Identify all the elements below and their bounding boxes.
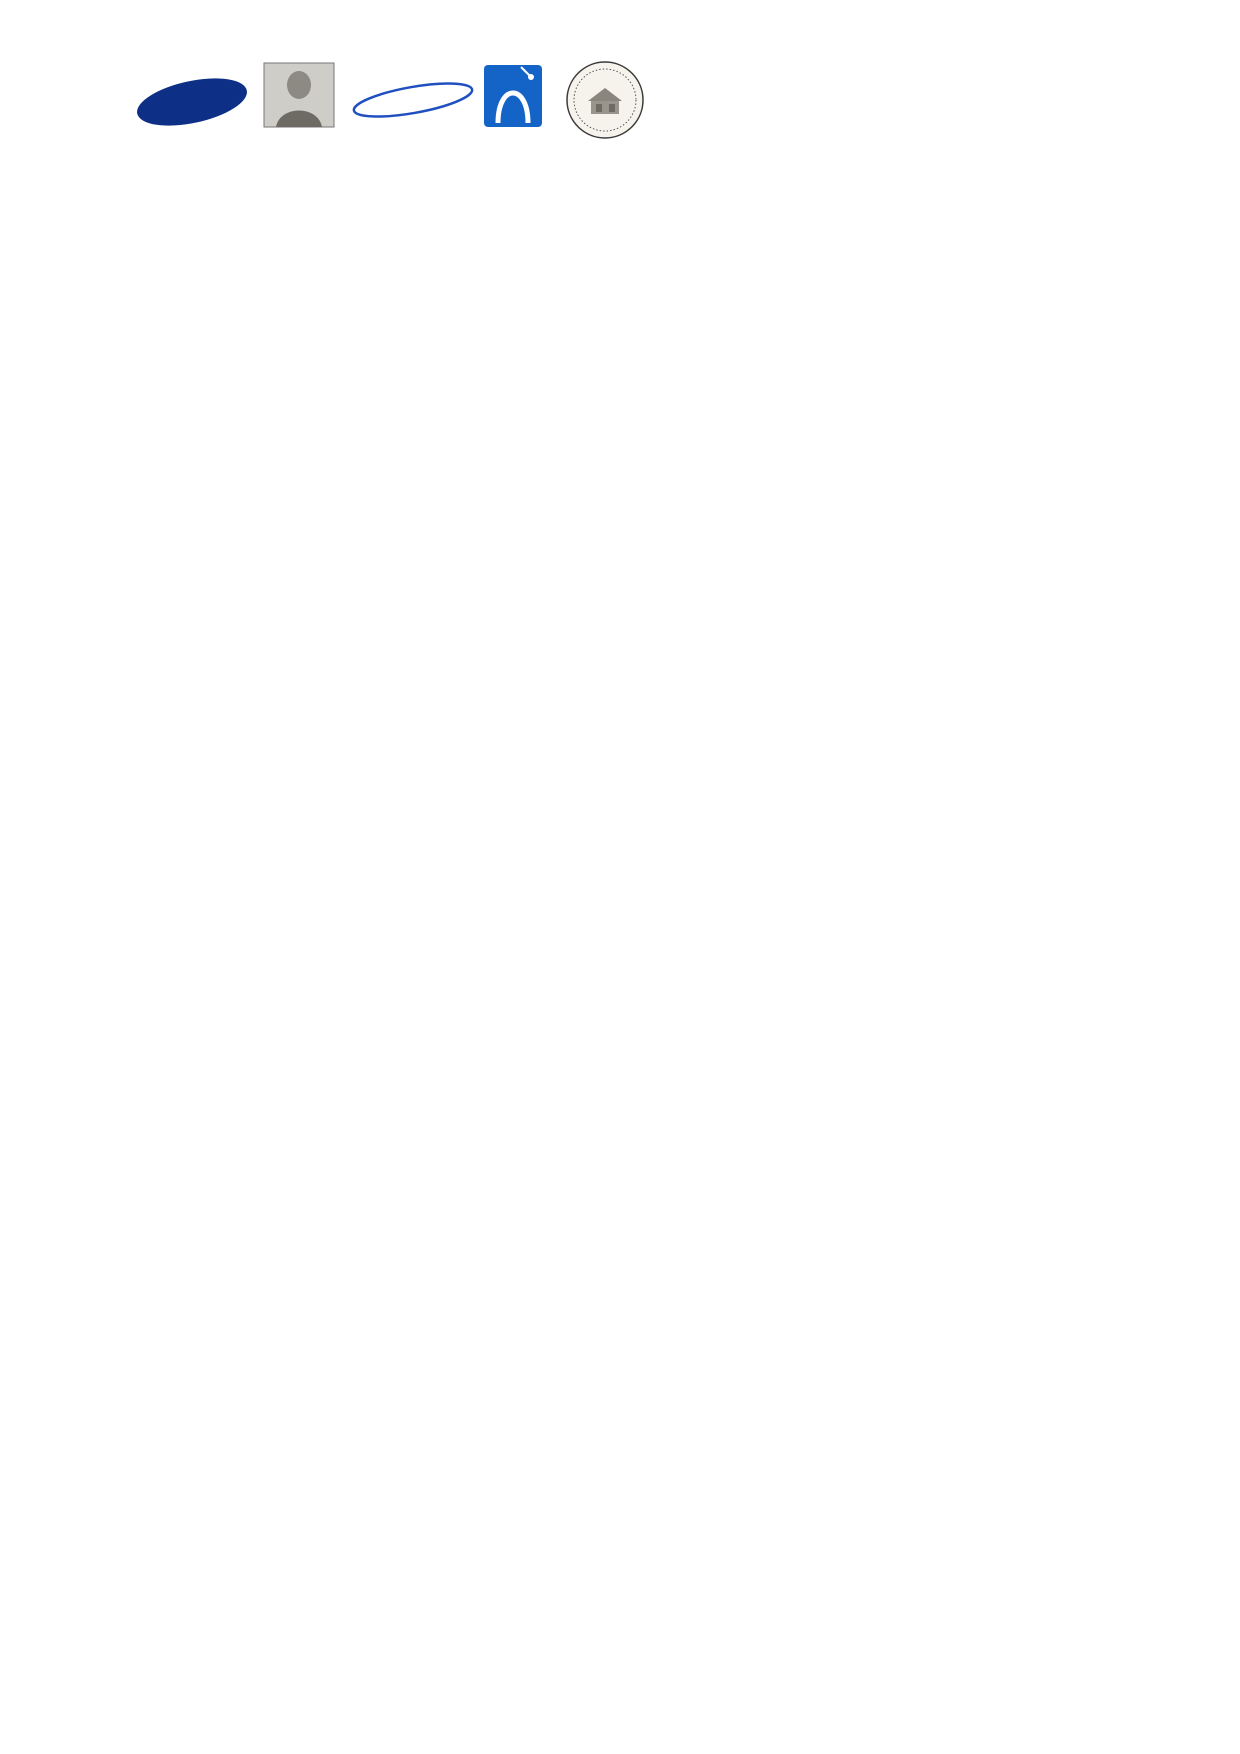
cbk-orbit-ellipse <box>137 78 247 126</box>
orbit-ground-track-panel <box>0 835 1240 1143</box>
seal-building-roof <box>588 88 622 101</box>
comet-tail-icon <box>520 66 532 78</box>
space-research-logo <box>484 65 542 127</box>
seal-text-ring <box>573 68 637 132</box>
sun-plot <box>0 140 1240 470</box>
lebedev-head <box>287 71 311 99</box>
count-rate-panel <box>0 1145 1240 1537</box>
event-timeline-bar <box>0 466 1240 514</box>
seal-window <box>596 104 602 112</box>
mephi-swoosh <box>352 82 474 118</box>
arch-icon <box>495 90 531 124</box>
mephi-logo <box>352 82 474 118</box>
lebedev-logo <box>263 62 335 128</box>
header-logo-row <box>137 61 644 139</box>
lebedev-shoulders <box>276 110 322 127</box>
arch-logo-bg <box>484 65 542 127</box>
seal-window <box>609 104 615 112</box>
university-seal <box>566 61 644 139</box>
cbk-logo <box>137 78 247 126</box>
goes-flux-panel <box>0 520 1240 835</box>
